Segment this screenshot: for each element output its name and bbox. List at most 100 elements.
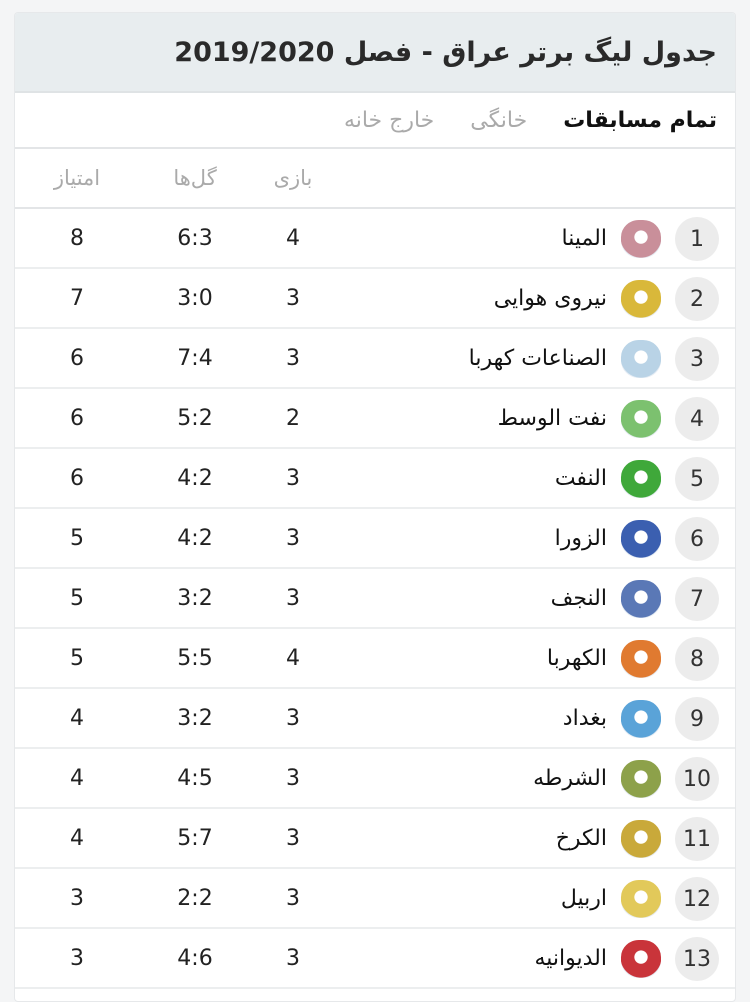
team-logo-icon xyxy=(621,340,661,378)
points-value: 3 xyxy=(70,885,84,911)
column-played: بازی xyxy=(273,166,313,190)
table-row[interactable]: 12 اربیل 3 2:2 3 xyxy=(15,869,735,929)
team-logo-icon xyxy=(621,280,661,318)
tab-all-matches[interactable]: تمام مسابقات xyxy=(563,107,717,133)
team-name[interactable]: الشرطه xyxy=(533,765,607,791)
table-row[interactable]: 13 الدیوانیه 3 4:6 3 xyxy=(15,929,735,989)
rank-badge: 8 xyxy=(675,637,719,681)
rank-badge: 10 xyxy=(675,757,719,801)
points-value: 4 xyxy=(70,825,84,851)
team-logo-icon xyxy=(621,580,661,618)
played-value: 3 xyxy=(286,945,300,971)
played-value: 3 xyxy=(286,465,300,491)
standings-card: جدول لیگ برتر عراق - فصل 2019/2020 تمام … xyxy=(14,12,736,1002)
goals-value: 5:2 xyxy=(177,405,213,431)
tab-bar: تمام مسابقات خانگی خارج خانه xyxy=(15,93,735,149)
rank-badge: 3 xyxy=(675,337,719,381)
team-logo-icon xyxy=(621,220,661,258)
goals-value: 5:5 xyxy=(177,645,213,671)
goals-value: 4:5 xyxy=(177,765,213,791)
team-logo-icon xyxy=(621,760,661,798)
team-name[interactable]: المینا xyxy=(561,225,607,251)
column-points: امتیاز xyxy=(53,166,101,190)
rank-badge: 11 xyxy=(675,817,719,861)
table-row[interactable]: 10 الشرطه 3 4:5 4 xyxy=(15,749,735,809)
rank-badge: 2 xyxy=(675,277,719,321)
team-name[interactable]: الکرخ xyxy=(555,825,607,851)
team-name[interactable]: نیروی هوایی xyxy=(493,285,607,311)
goals-value: 2:2 xyxy=(177,885,213,911)
goals-value: 6:3 xyxy=(177,225,213,251)
team-name[interactable]: الدیوانیه xyxy=(534,945,607,971)
played-value: 3 xyxy=(286,285,300,311)
column-goals: گل‌ها xyxy=(173,166,217,190)
team-logo-icon xyxy=(621,700,661,738)
team-name[interactable]: بغداد xyxy=(562,705,607,731)
goals-value: 3:2 xyxy=(177,585,213,611)
table-row[interactable]: 4 نفت الوسط 2 5:2 6 xyxy=(15,389,735,449)
rank-badge: 12 xyxy=(675,877,719,921)
table-row[interactable]: 2 نیروی هوایی 3 3:0 7 xyxy=(15,269,735,329)
team-logo-icon xyxy=(621,820,661,858)
column-headers: بازی گل‌ها امتیاز xyxy=(15,149,735,209)
table-row[interactable]: 9 بغداد 3 3:2 4 xyxy=(15,689,735,749)
points-value: 4 xyxy=(70,705,84,731)
team-name[interactable]: الزورا xyxy=(554,525,607,551)
tab-home[interactable]: خانگی xyxy=(470,107,528,133)
points-value: 7 xyxy=(70,285,84,311)
points-value: 5 xyxy=(70,585,84,611)
rank-badge: 4 xyxy=(675,397,719,441)
points-value: 5 xyxy=(70,645,84,671)
points-value: 6 xyxy=(70,405,84,431)
team-logo-icon xyxy=(621,400,661,438)
played-value: 4 xyxy=(286,645,300,671)
team-logo-icon xyxy=(621,460,661,498)
table-row[interactable]: 8 الکهربا 4 5:5 5 xyxy=(15,629,735,689)
played-value: 3 xyxy=(286,885,300,911)
played-value: 3 xyxy=(286,765,300,791)
table-row[interactable]: 6 الزورا 3 4:2 5 xyxy=(15,509,735,569)
team-name[interactable]: النفت xyxy=(554,465,607,491)
rank-badge: 9 xyxy=(675,697,719,741)
table-row[interactable]: 7 النجف 3 3:2 5 xyxy=(15,569,735,629)
played-value: 3 xyxy=(286,525,300,551)
rank-badge: 1 xyxy=(675,217,719,261)
table-row[interactable]: 3 الصناعات کهربا 3 7:4 6 xyxy=(15,329,735,389)
rank-badge: 6 xyxy=(675,517,719,561)
team-name[interactable]: الکهربا xyxy=(546,645,607,671)
goals-value: 4:6 xyxy=(177,945,213,971)
points-value: 6 xyxy=(70,345,84,371)
points-value: 8 xyxy=(70,225,84,251)
goals-value: 3:0 xyxy=(177,285,213,311)
page-title: جدول لیگ برتر عراق - فصل 2019/2020 xyxy=(174,36,717,68)
points-value: 4 xyxy=(70,765,84,791)
team-name[interactable]: اربیل xyxy=(560,885,607,911)
team-name[interactable]: نفت الوسط xyxy=(497,405,607,431)
tab-away[interactable]: خارج خانه xyxy=(343,107,435,133)
rank-badge: 5 xyxy=(675,457,719,501)
team-logo-icon xyxy=(621,640,661,678)
rank-badge: 13 xyxy=(675,937,719,981)
goals-value: 7:4 xyxy=(177,345,213,371)
team-logo-icon xyxy=(621,880,661,918)
points-value: 3 xyxy=(70,945,84,971)
goals-value: 3:2 xyxy=(177,705,213,731)
team-logo-icon xyxy=(621,940,661,978)
team-name[interactable]: الصناعات کهربا xyxy=(468,345,607,371)
table-row[interactable]: 1 المینا 4 6:3 8 xyxy=(15,209,735,269)
table-row[interactable]: 11 الکرخ 3 5:7 4 xyxy=(15,809,735,869)
goals-value: 5:7 xyxy=(177,825,213,851)
team-name[interactable]: النجف xyxy=(550,585,607,611)
points-value: 5 xyxy=(70,525,84,551)
played-value: 3 xyxy=(286,585,300,611)
card-header: جدول لیگ برتر عراق - فصل 2019/2020 xyxy=(15,13,735,93)
played-value: 3 xyxy=(286,705,300,731)
played-value: 2 xyxy=(286,405,300,431)
team-logo-icon xyxy=(621,520,661,558)
points-value: 6 xyxy=(70,465,84,491)
table-row[interactable]: 5 النفت 3 4:2 6 xyxy=(15,449,735,509)
rank-badge: 7 xyxy=(675,577,719,621)
played-value: 3 xyxy=(286,345,300,371)
goals-value: 4:2 xyxy=(177,465,213,491)
